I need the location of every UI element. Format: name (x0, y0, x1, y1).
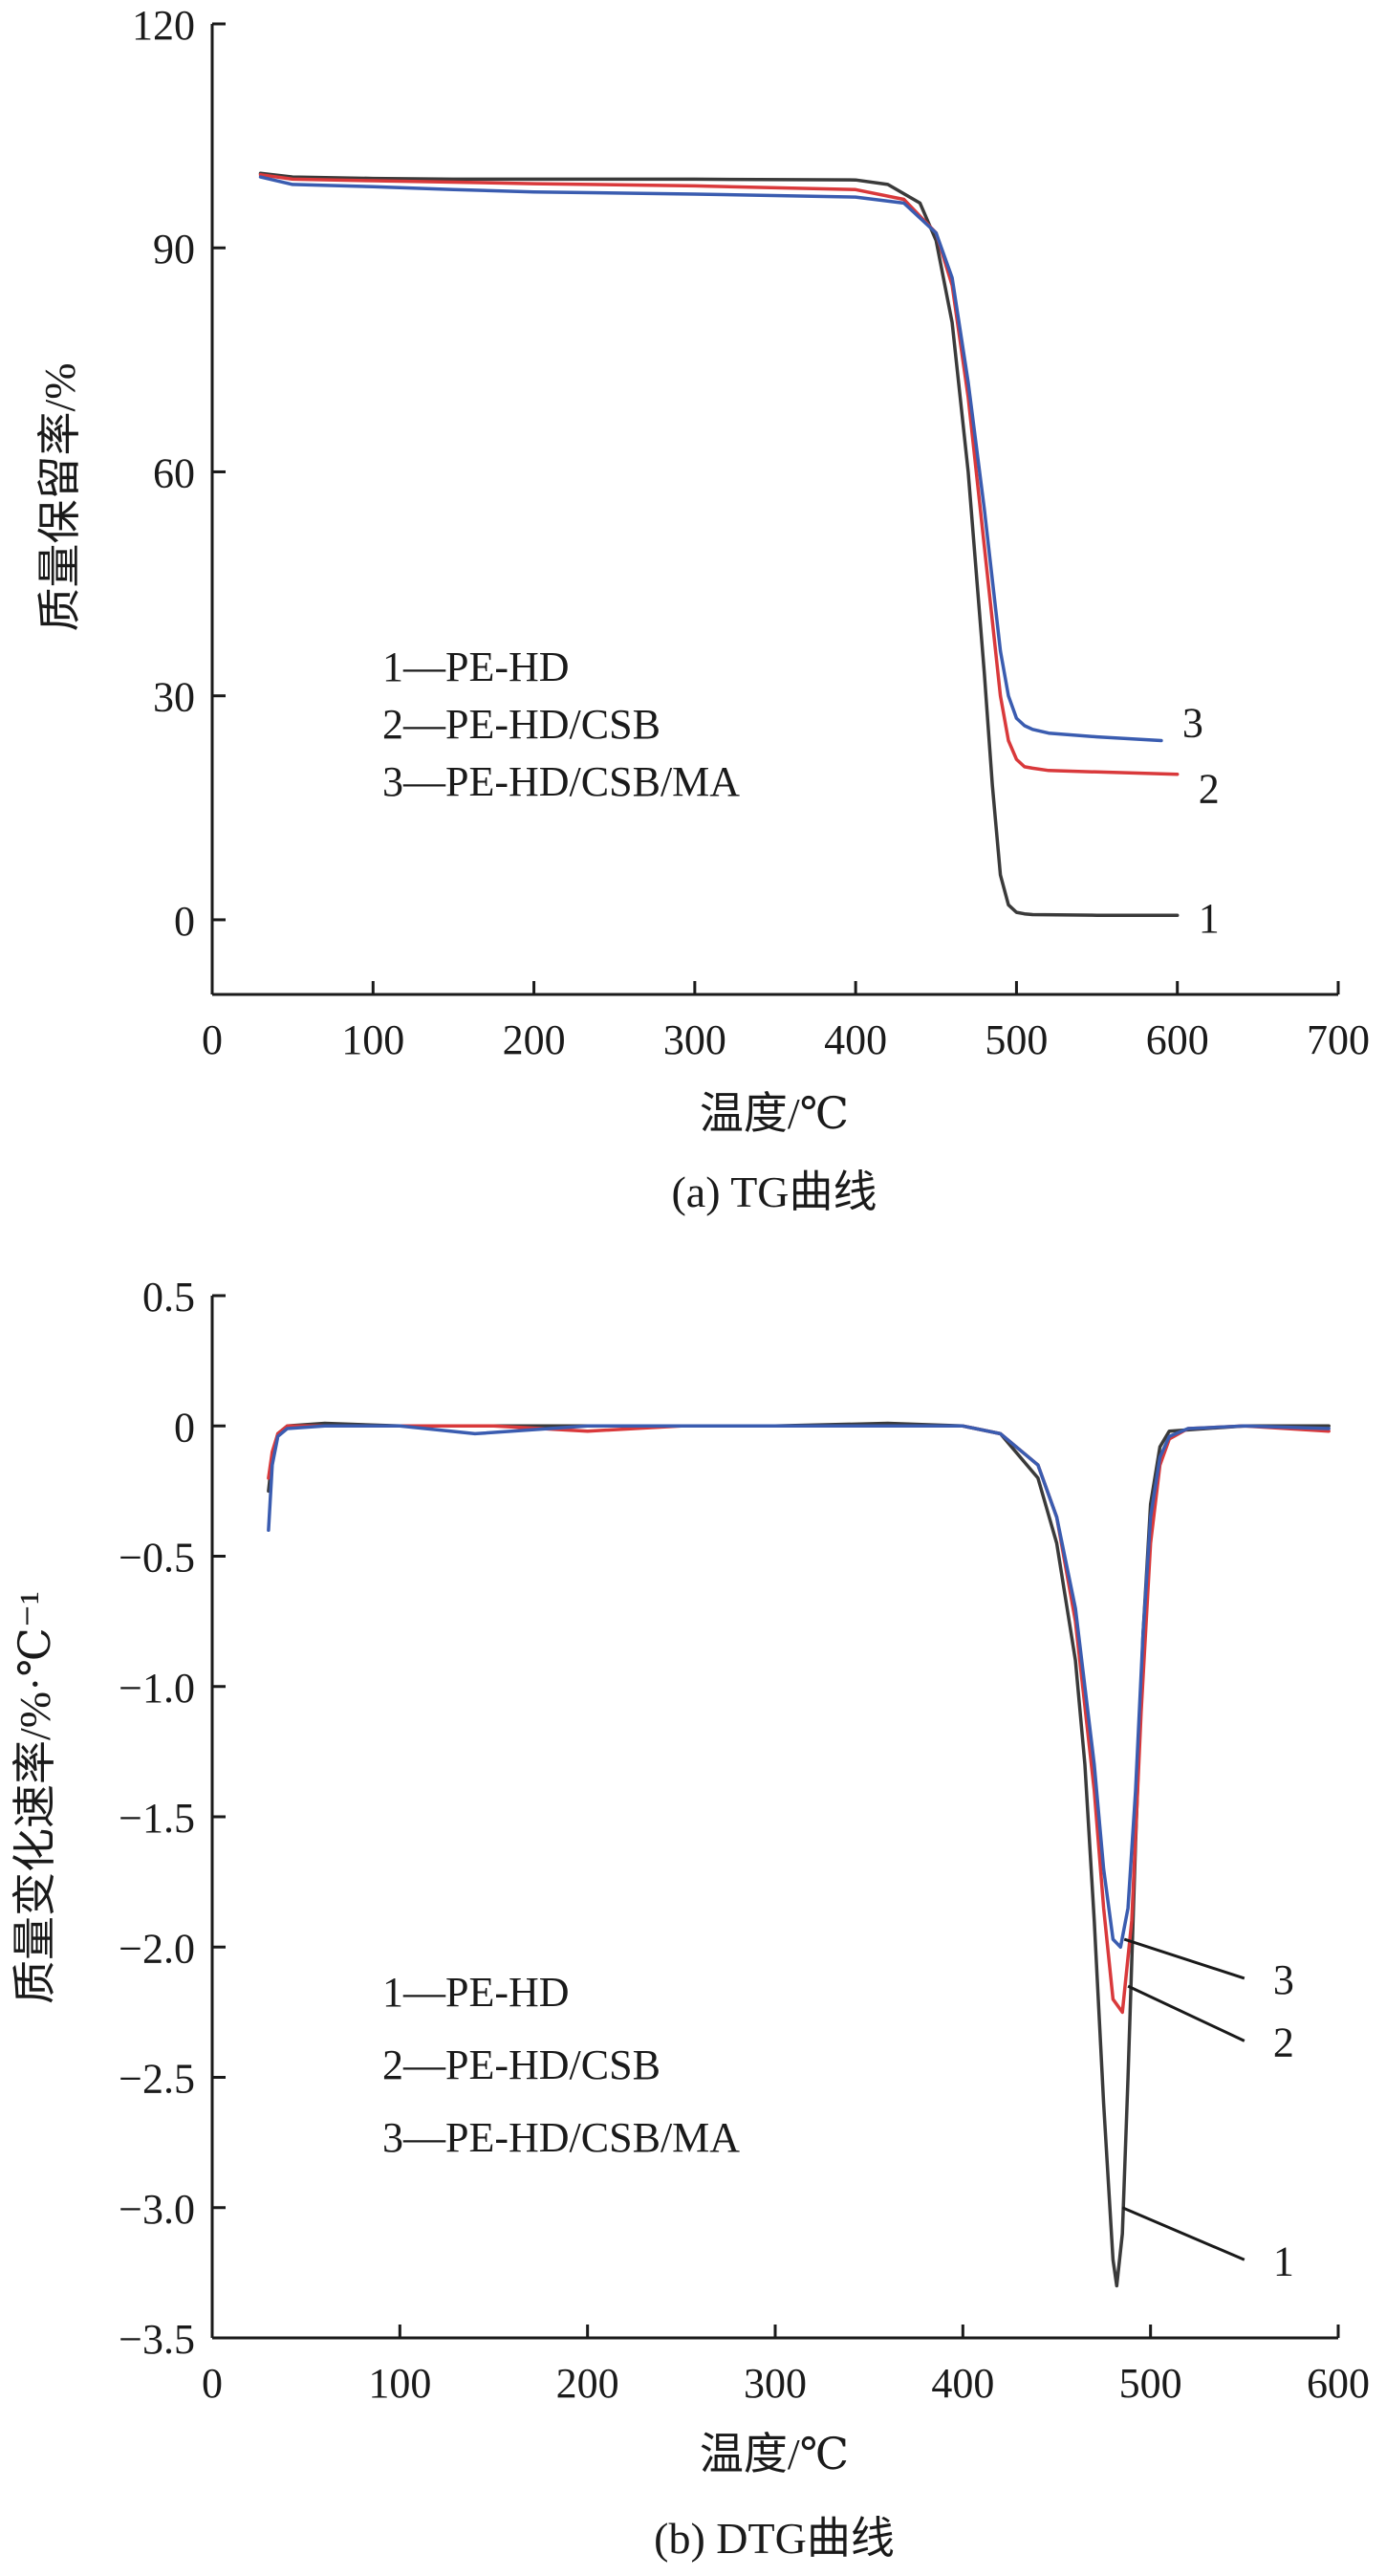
dtg-legend-entry-2: 2—PE-HD/CSB (382, 2041, 661, 2088)
dtg-x-tick-label: 600 (1307, 2360, 1370, 2407)
tg-x-tick-label: 0 (202, 1016, 223, 1063)
dtg-callout-line-1 (1121, 2206, 1245, 2261)
tg-x-tick-label: 500 (985, 1016, 1048, 1063)
dtg-series-3 (267, 1424, 1331, 1950)
dtg-x-tick-label: 500 (1119, 2360, 1182, 2407)
dtg-x-tick-label: 0 (202, 2360, 223, 2407)
tg-x-tick-label: 100 (341, 1016, 404, 1063)
dtg-y-axis-label: 质量变化速率/%·℃⁻¹ (11, 1591, 59, 2004)
tg-chart: 0 100 200 300 400 500 600 700 0 30 60 90 120 1 2 3 温度… (35, 2, 1370, 1216)
tg-series-label-3: 3 (1182, 700, 1203, 747)
dtg-y-tick-label: −0.5 (119, 1535, 195, 1582)
tg-series-2 (258, 172, 1180, 776)
tg-series-label-1: 1 (1199, 895, 1220, 942)
tg-y-tick-label: 30 (153, 674, 195, 721)
tg-x-tick-label: 200 (503, 1016, 566, 1063)
dtg-callout-label-2: 2 (1273, 2019, 1294, 2065)
dtg-y-tick-label: 0.5 (142, 1274, 195, 1321)
tg-x-tick-label: 700 (1307, 1016, 1370, 1063)
tg-y-tick-label: 0 (174, 898, 195, 945)
tg-x-tick-label: 400 (824, 1016, 887, 1063)
dtg-legend-entry-1: 1—PE-HD (382, 1969, 570, 2016)
tg-series-label-2: 2 (1199, 766, 1220, 813)
dtg-series-2 (267, 1424, 1331, 2015)
tg-series-1 (258, 171, 1180, 917)
tg-y-tick-label: 120 (132, 2, 195, 49)
dtg-x-axis-label: 温度/℃ (700, 2430, 849, 2478)
dtg-x-tick-label: 400 (931, 2360, 994, 2407)
dtg-y-tick-label: −2.0 (119, 1925, 195, 1972)
dtg-y-tick-label: −3.0 (119, 2186, 195, 2233)
tg-y-axis-label: 质量保留率/% (35, 362, 84, 631)
dtg-callout-line-2 (1127, 1984, 1245, 2042)
tg-x-axis-label: 温度/℃ (700, 1089, 849, 1138)
dtg-caption: (b) DTG曲线 (654, 2514, 895, 2563)
tg-legend-entry-3: 3—PE-HD/CSB/MA (382, 758, 740, 805)
dtg-y-tick-label: −1.5 (119, 1795, 195, 1842)
tg-y-tick-label: 90 (153, 226, 195, 273)
dtg-y-tick-label: −1.0 (119, 1665, 195, 1712)
dtg-chart: 0 100 200 300 400 500 600 0.5 0 −0.5 −1.0 −1.5 −2.0… (11, 1274, 1370, 2563)
dtg-y-tick-label: 0 (174, 1404, 195, 1451)
dtg-y-tick-label: −3.5 (119, 2316, 195, 2363)
tg-caption: (a) TG曲线 (671, 1168, 877, 1216)
tg-series-3 (258, 175, 1163, 743)
dtg-y-tick-label: −2.5 (119, 2056, 195, 2103)
dtg-callout-label-3: 3 (1273, 1956, 1294, 2003)
dtg-x-tick-label: 300 (744, 2360, 807, 2407)
tg-legend-entry-1: 1—PE-HD (382, 644, 570, 690)
tg-y-tick-label: 60 (153, 449, 195, 496)
dtg-x-tick-label: 200 (556, 2360, 619, 2407)
dtg-callout-line-3 (1123, 1937, 1245, 1980)
tg-legend-entry-2: 2—PE-HD/CSB (382, 701, 661, 748)
dtg-x-tick-label: 100 (368, 2360, 431, 2407)
dtg-callout-label-1: 1 (1273, 2238, 1294, 2284)
tg-x-tick-label: 300 (663, 1016, 726, 1063)
dtg-legend-entry-3: 3—PE-HD/CSB/MA (382, 2114, 740, 2161)
tg-x-tick-label: 600 (1146, 1016, 1209, 1063)
